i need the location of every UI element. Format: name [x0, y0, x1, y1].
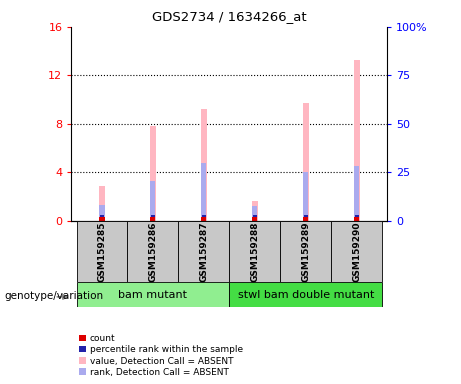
Bar: [303, 103, 309, 221]
Text: GSM159289: GSM159289: [301, 221, 310, 282]
Bar: [100, 205, 105, 221]
Title: GDS2734 / 1634266_at: GDS2734 / 1634266_at: [152, 10, 307, 23]
Bar: [230, 221, 280, 282]
Bar: [253, 215, 257, 217]
Bar: [202, 215, 206, 217]
Text: GSM159290: GSM159290: [352, 221, 361, 282]
Bar: [100, 215, 104, 217]
Bar: [355, 215, 359, 217]
Bar: [354, 217, 359, 221]
Bar: [150, 126, 156, 221]
Bar: [303, 217, 308, 221]
Bar: [100, 217, 105, 221]
Bar: [304, 215, 308, 217]
Legend: count, percentile rank within the sample, value, Detection Call = ABSENT, rank, : count, percentile rank within the sample…: [76, 331, 245, 379]
Bar: [252, 202, 258, 221]
Bar: [99, 185, 105, 221]
Bar: [252, 206, 257, 221]
Bar: [354, 60, 360, 221]
Bar: [303, 172, 308, 221]
Bar: [178, 221, 230, 282]
Bar: [150, 181, 155, 221]
Text: GSM159286: GSM159286: [148, 221, 158, 282]
Bar: [331, 221, 382, 282]
Bar: [150, 217, 155, 221]
Bar: [77, 282, 230, 307]
Bar: [77, 221, 128, 282]
Bar: [201, 163, 207, 221]
Text: bam mutant: bam mutant: [118, 290, 188, 300]
Text: genotype/variation: genotype/variation: [5, 291, 104, 301]
Bar: [252, 217, 257, 221]
Bar: [230, 282, 382, 307]
Bar: [151, 215, 155, 217]
Text: GSM159288: GSM159288: [250, 221, 260, 282]
Bar: [128, 221, 178, 282]
Bar: [280, 221, 331, 282]
Bar: [354, 166, 359, 221]
Bar: [201, 109, 207, 221]
Bar: [201, 217, 207, 221]
Text: GSM159285: GSM159285: [98, 221, 106, 282]
Text: GSM159287: GSM159287: [199, 221, 208, 282]
Text: stwl bam double mutant: stwl bam double mutant: [237, 290, 374, 300]
